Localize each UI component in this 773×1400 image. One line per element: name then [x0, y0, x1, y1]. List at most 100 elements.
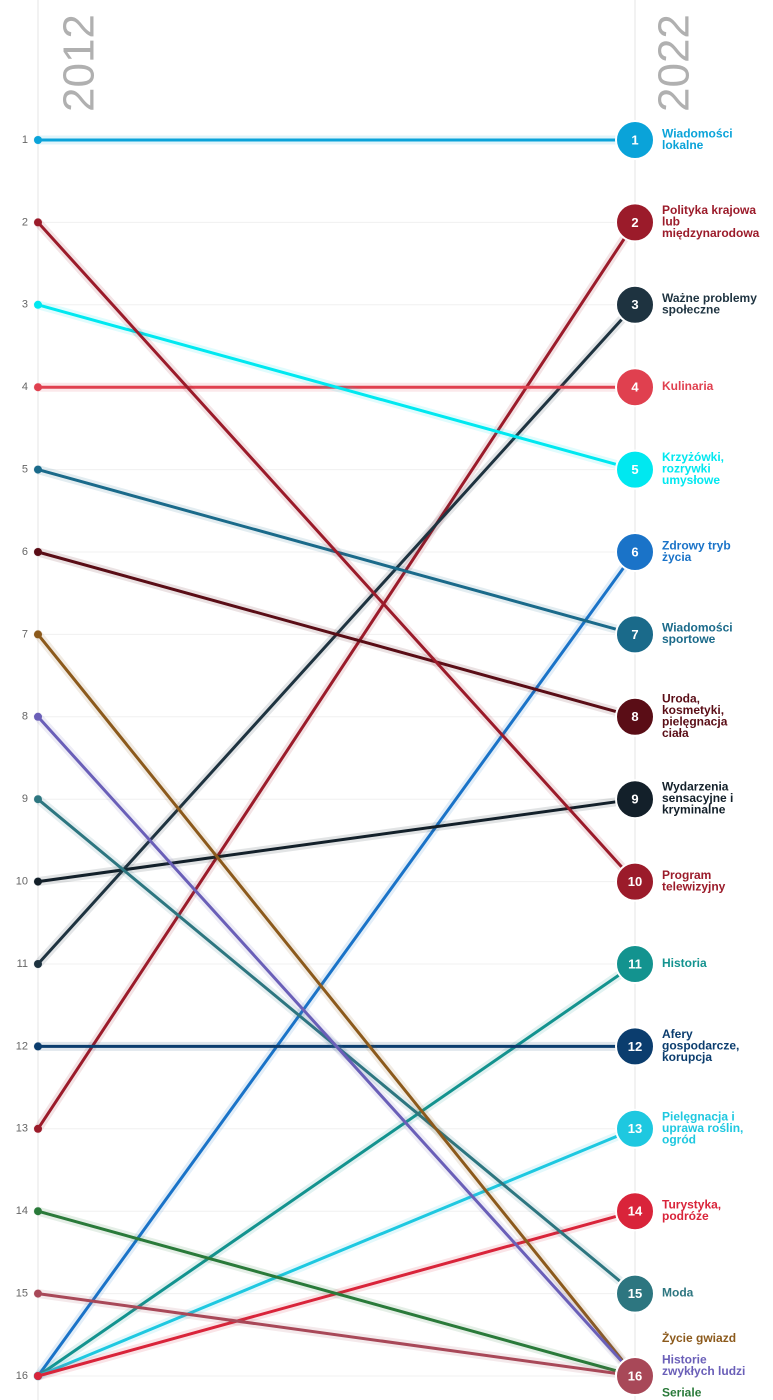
end-rank: 10 — [628, 874, 642, 889]
line — [36, 221, 637, 1130]
label-line: Seriale — [662, 1385, 702, 1399]
end-marker — [615, 944, 655, 984]
y-tick-label: 6 — [22, 546, 28, 558]
end-rank: 4 — [631, 380, 639, 395]
label-line: Program — [662, 868, 715, 882]
start-dot — [34, 1124, 42, 1133]
end-rank: 7 — [631, 627, 638, 642]
end-rank: 5 — [631, 462, 638, 477]
start-dot — [34, 960, 42, 968]
line — [37, 1127, 636, 1378]
series-label: Kulinaria — [662, 379, 714, 393]
start-dot — [34, 712, 42, 721]
series-label: Uroda, kosmetyki, pielęgnacja ciała — [662, 692, 731, 741]
start-dot — [34, 1372, 42, 1380]
end-marker — [615, 1191, 655, 1232]
y-tick-label: 4 — [22, 381, 28, 393]
y-tick-label: 11 — [17, 958, 28, 970]
start-dot — [34, 1207, 42, 1216]
start-dot — [34, 465, 42, 474]
end-rank: 2 — [631, 215, 638, 230]
series-label: Pielęgnacja i uprawa roślin, ogród — [662, 1109, 747, 1146]
y-tick-label: 15 — [16, 1288, 28, 1300]
end-rank: 16 — [628, 1368, 642, 1383]
start-dot — [34, 548, 42, 556]
start-dot — [34, 136, 42, 144]
label-line: Wiadomości — [662, 621, 736, 635]
label-line: gospodarcze, — [662, 1039, 743, 1053]
end-marker — [615, 1026, 655, 1067]
series-label: Ważne problemy społeczne — [662, 291, 760, 317]
line — [37, 1209, 636, 1378]
series-label: Wydarzenia sensacyjne i kryminalne — [662, 780, 737, 817]
series-label: Seriale — [662, 1385, 702, 1399]
end-marker — [615, 861, 655, 902]
y-tick-label: 16 — [16, 1370, 28, 1382]
end-rank: 6 — [631, 544, 638, 559]
x-label: 2012 — [55, 14, 104, 112]
label-line: Kulinaria — [662, 379, 714, 393]
label-line: korupcja — [662, 1050, 712, 1064]
series-label: Turystyka, podróże — [662, 1198, 724, 1224]
end-rank: 1 — [631, 132, 638, 147]
label-line: lokalne — [662, 138, 704, 152]
label-line: Krzyżówki, — [662, 450, 727, 464]
start-dot — [34, 1042, 42, 1051]
end-marker — [615, 284, 655, 325]
label-line: ciała — [662, 726, 689, 740]
label-line: uprawa roślin, — [662, 1121, 747, 1135]
label-line: Moda — [662, 1286, 694, 1300]
label-line: sensacyjne i — [662, 791, 737, 805]
label-line: Historia — [662, 956, 707, 970]
series-label: Zdrowy tryb życia — [662, 538, 734, 564]
y-tick-label: 13 — [16, 1123, 28, 1135]
label-line: kryminalne — [662, 803, 726, 817]
label-line: Zdrowy tryb — [662, 538, 734, 552]
y-tick-label: 12 — [16, 1040, 28, 1052]
y-tick-label: 14 — [16, 1205, 28, 1217]
label-line: Uroda, — [662, 692, 703, 706]
end-rank: 8 — [631, 709, 638, 724]
series-label: Wiadomości lokalne — [662, 126, 736, 152]
label-line: sportowe — [662, 632, 716, 646]
y-tick-label: 9 — [22, 793, 28, 805]
label-line: lub — [662, 215, 683, 229]
label-line: Życie gwiazd — [662, 1330, 736, 1345]
line — [36, 221, 637, 883]
y-tick-label: 10 — [16, 876, 28, 888]
y-tick-label: 3 — [22, 299, 28, 311]
start-dot — [34, 795, 42, 804]
start-dot — [34, 630, 42, 639]
end-marker — [615, 1108, 655, 1149]
label-line: umysłowe — [662, 473, 720, 487]
label-line: społeczne — [662, 303, 720, 317]
end-marker — [615, 202, 655, 243]
label-line: Pielęgnacja i — [662, 1109, 738, 1123]
end-marker — [615, 120, 655, 160]
label-line: Wydarzenia — [662, 780, 732, 794]
end-marker — [615, 614, 655, 655]
label-line: międzynarodowa — [662, 226, 760, 240]
end-marker — [615, 449, 655, 490]
series-label: Afery gospodarcze, korupcja — [662, 1027, 743, 1064]
x-label: 2022 — [650, 14, 699, 112]
end-marker — [615, 1356, 655, 1396]
y-tick-label: 7 — [22, 628, 28, 640]
label-line: Wiadomości — [662, 126, 736, 140]
label-line: podróże — [662, 1209, 709, 1223]
line — [36, 633, 637, 1377]
label-line: Turystyka, — [662, 1198, 724, 1212]
series-label: Życie gwiazd — [662, 1330, 736, 1345]
series-label: Historie zwykłych ludzi — [662, 1352, 745, 1378]
series-label: Historia — [662, 956, 707, 970]
end-marker — [615, 696, 655, 737]
y-tick-label: 5 — [22, 464, 28, 476]
series-label: Wiadomości sportowe — [662, 621, 736, 647]
end-rank: 14 — [628, 1204, 643, 1219]
end-rank: 12 — [628, 1039, 642, 1054]
end-rank: 13 — [628, 1121, 642, 1136]
start-dot — [34, 218, 42, 227]
series-label: Program telewizyjny — [662, 868, 726, 894]
label-line: życia — [662, 550, 692, 564]
